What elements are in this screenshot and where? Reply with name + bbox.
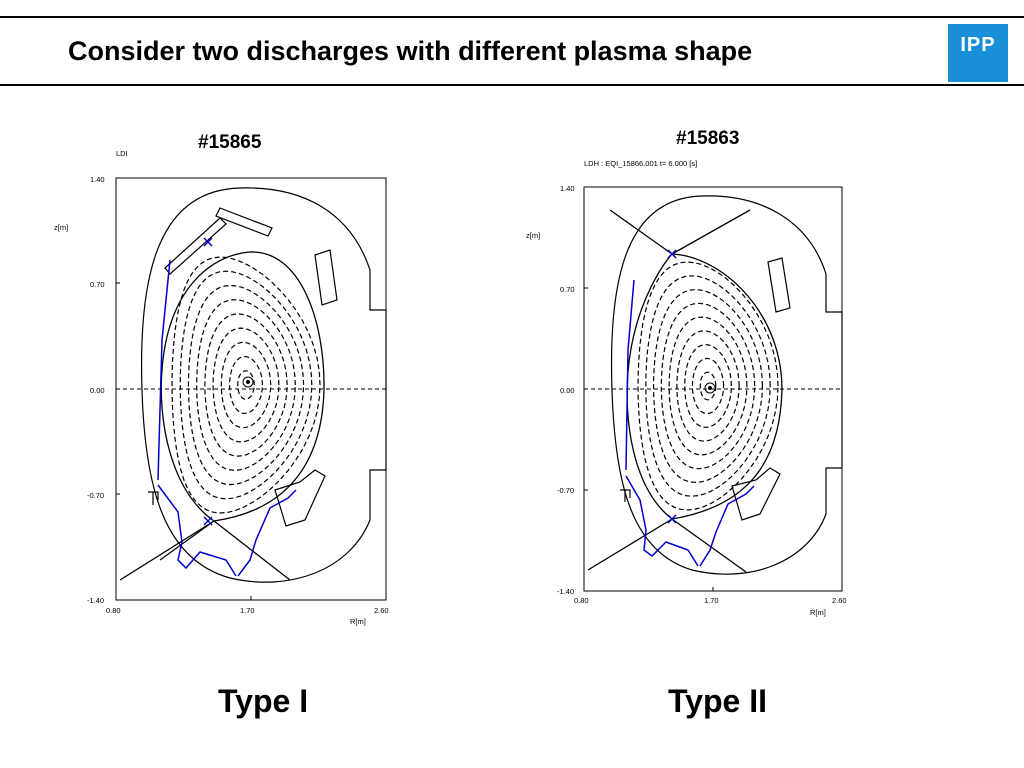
equilibrium-plot-right: LDH : EQI_15866.001 t= 6.000 [s] z[m] R[…	[526, 159, 847, 617]
separatrix-left	[119, 251, 325, 581]
bottom-rule	[0, 84, 1024, 86]
flux-surface	[676, 330, 740, 442]
ylabel-right: z[m]	[526, 231, 540, 240]
flux-surface	[652, 288, 764, 484]
ytick-left-5: -1.40	[87, 596, 104, 605]
xlabel-left: R[m]	[350, 617, 366, 626]
flux-surface	[187, 284, 305, 486]
ytick-left-3: 0.00	[90, 386, 105, 395]
ytick-right-4: -0.70	[557, 486, 574, 495]
flux-surface	[645, 275, 771, 497]
x-point-marker-right	[667, 249, 677, 524]
ytick-right-5: -1.40	[557, 587, 574, 596]
flux-surface	[660, 302, 756, 470]
equilibrium-plot-left: LDI z[m] R[m] 1.40 0.70 0.00 -0.70 -1.40…	[54, 149, 389, 626]
flux-surface	[237, 370, 255, 400]
flux-surface	[171, 256, 321, 514]
flux-surfaces-right	[637, 261, 779, 511]
flux-surface	[668, 316, 748, 456]
ylabel-left: z[m]	[54, 223, 68, 232]
flux-surface	[204, 313, 288, 457]
xtick-right-1: 0.80	[574, 596, 589, 605]
ytick-left-2: 0.70	[90, 280, 105, 289]
flux-surface	[684, 344, 732, 428]
flux-surface	[229, 355, 264, 415]
xtick-left-1: 0.80	[106, 606, 121, 615]
ytick-right-1: 1.40	[560, 184, 575, 193]
xtick-right-3: 2.60	[832, 596, 847, 605]
slide-title: Consider two discharges with different p…	[68, 36, 753, 66]
xlabel-right: R[m]	[810, 608, 826, 617]
ytick-left-4: -0.70	[87, 491, 104, 500]
flux-surface	[196, 299, 296, 471]
shot-label-right: #15863	[676, 128, 740, 149]
vessel-wall-right	[610, 195, 843, 575]
flux-surface	[637, 261, 779, 511]
ytick-right-2: 0.70	[560, 285, 575, 294]
flux-surface	[212, 327, 280, 443]
flux-surfaces-left	[171, 256, 321, 514]
flux-surface	[691, 357, 725, 415]
plot-header-left: LDI	[116, 149, 128, 158]
magnetic-axis-left	[242, 376, 254, 388]
separatrix-right	[587, 209, 783, 573]
target-plates-left	[157, 259, 297, 577]
type-label-right: Type II	[668, 683, 767, 719]
flux-surface	[179, 270, 313, 500]
flux-surface	[699, 371, 717, 401]
ytick-right-3: 0.00	[560, 386, 575, 395]
shot-label-left: #15865	[198, 132, 262, 153]
type-label-left: Type I	[218, 683, 309, 719]
target-plates-right	[625, 279, 755, 567]
xtick-left-2: 1.70	[240, 606, 255, 615]
top-rule	[0, 16, 1024, 18]
vessel-wall-left	[140, 187, 387, 583]
plot-header-right: LDH : EQI_15866.001 t= 6.000 [s]	[584, 159, 697, 168]
xtick-left-3: 2.60	[374, 606, 389, 615]
flux-surface	[220, 341, 272, 429]
magnetic-axis-right	[704, 382, 716, 394]
xtick-right-2: 1.70	[704, 596, 719, 605]
ipp-logo: IPP	[948, 24, 1008, 82]
ytick-left-1: 1.40	[90, 175, 105, 184]
x-point-marker-left	[203, 237, 213, 526]
